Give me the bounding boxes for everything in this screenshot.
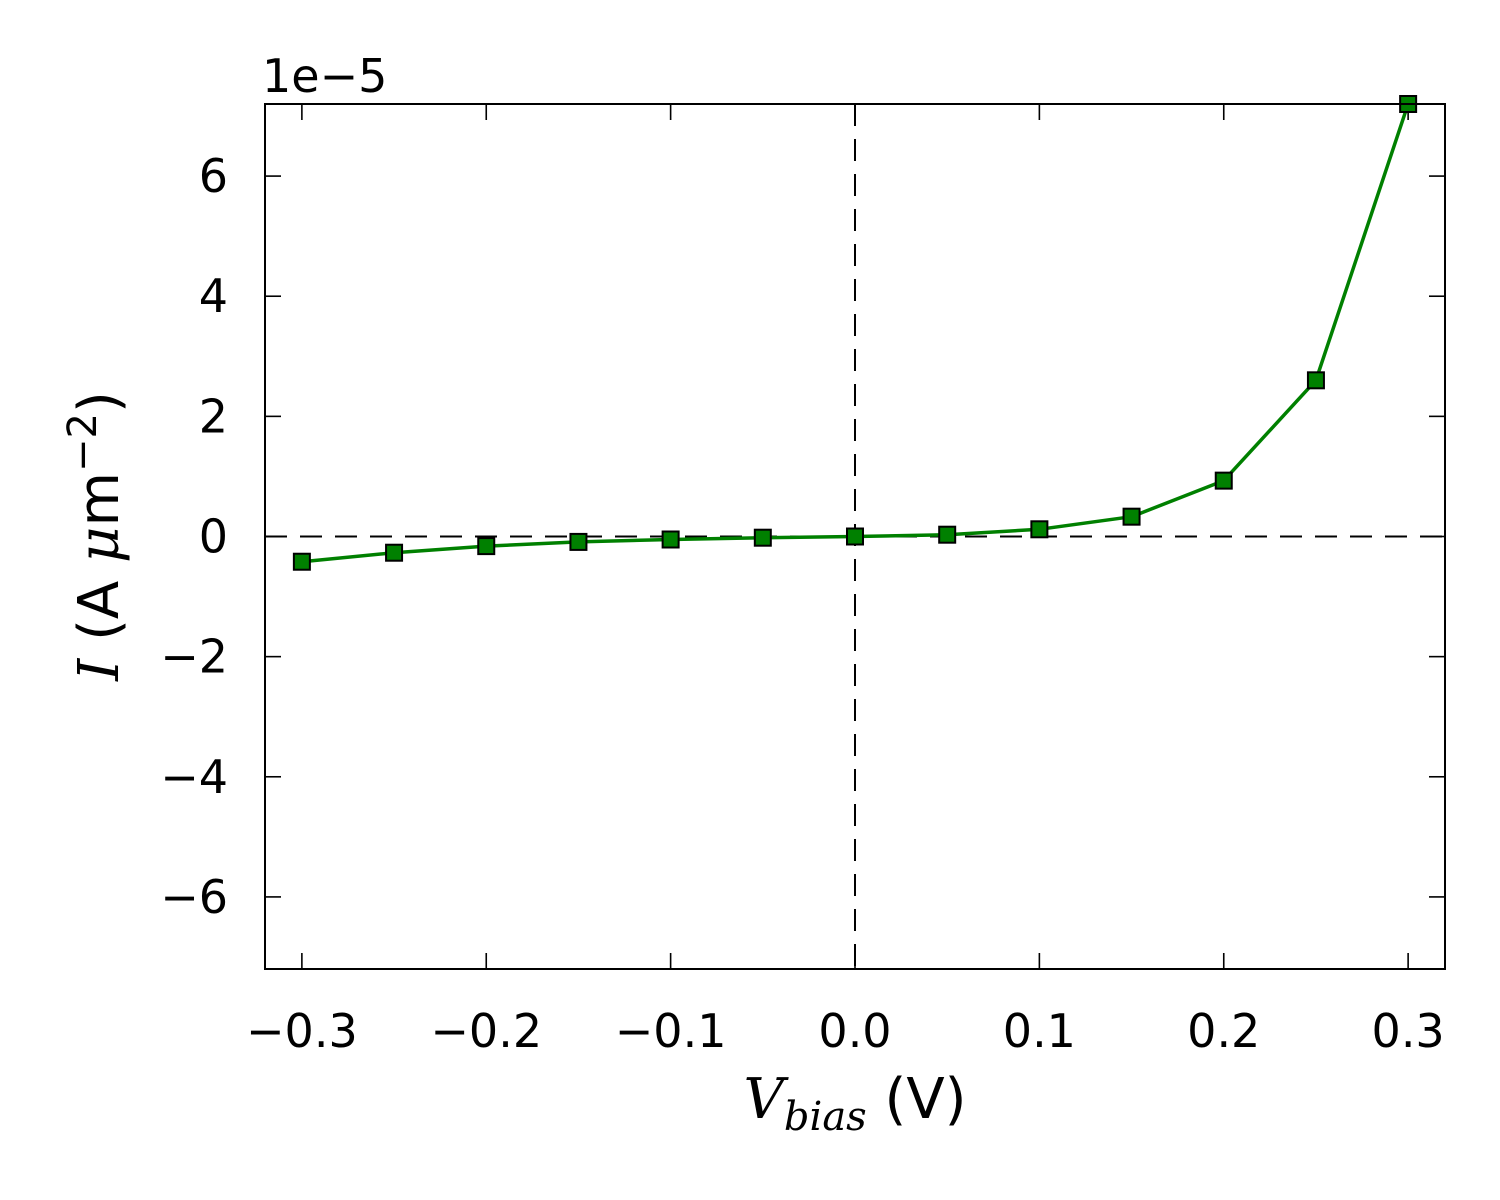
data-point-marker bbox=[753, 528, 772, 547]
data-point-marker bbox=[1030, 520, 1049, 539]
data-point-marker bbox=[569, 532, 588, 551]
x-tick-label: 0.0 bbox=[818, 1004, 891, 1058]
y-tick-label: 2 bbox=[199, 389, 228, 443]
data-point-marker bbox=[385, 543, 404, 562]
data-point-marker bbox=[938, 525, 957, 544]
x-label-subscript: bias bbox=[784, 1094, 867, 1140]
tick-labels: −0.3 −0.2 −0.1 0.0 0.1 0.2 0.3 −6 −4 −2 0 2 4 6 bbox=[160, 149, 1445, 1058]
axis-ticks bbox=[265, 104, 1445, 969]
y-tick-label: −2 bbox=[160, 630, 228, 684]
data-point-marker bbox=[1306, 371, 1325, 390]
y-tick-label: 4 bbox=[199, 269, 228, 323]
y-label-exponent: −2 bbox=[60, 413, 106, 472]
y-label-mu: μ bbox=[67, 527, 132, 563]
x-tick-label: −0.1 bbox=[615, 1004, 727, 1058]
data-point-marker bbox=[1214, 471, 1233, 490]
x-tick-label: 0.1 bbox=[1003, 1004, 1076, 1058]
y-tick-label: −4 bbox=[160, 750, 228, 804]
y-axis-label: I (A μm−2) bbox=[60, 391, 132, 682]
y-offset-label: 1e−5 bbox=[262, 49, 387, 103]
x-tick-label: 0.2 bbox=[1187, 1004, 1260, 1058]
y-tick-label: 0 bbox=[199, 510, 228, 564]
x-axis-label: Vbias (V) bbox=[743, 1067, 966, 1140]
y-label-unit-base: m bbox=[67, 472, 132, 527]
plot-frame bbox=[264, 103, 1446, 970]
y-label-unit-suffix: ) bbox=[67, 391, 132, 413]
data-point-marker bbox=[1122, 507, 1141, 526]
data-point-marker bbox=[292, 552, 311, 571]
x-label-symbol: V bbox=[743, 1067, 789, 1132]
x-tick-label: −0.3 bbox=[246, 1004, 358, 1058]
y-tick-label: −6 bbox=[160, 870, 228, 924]
data-point-marker bbox=[846, 527, 864, 546]
x-tick-label: −0.2 bbox=[430, 1004, 542, 1058]
y-label-symbol: I bbox=[67, 657, 132, 682]
data-point-marker bbox=[477, 537, 496, 556]
y-tick-label: 6 bbox=[199, 149, 228, 203]
x-label-unit: (V) bbox=[867, 1067, 967, 1132]
data-point-marker bbox=[661, 530, 680, 549]
data-series bbox=[292, 95, 1418, 571]
y-label-unit-prefix: (A bbox=[67, 563, 132, 659]
x-tick-label: 0.3 bbox=[1372, 1004, 1445, 1058]
